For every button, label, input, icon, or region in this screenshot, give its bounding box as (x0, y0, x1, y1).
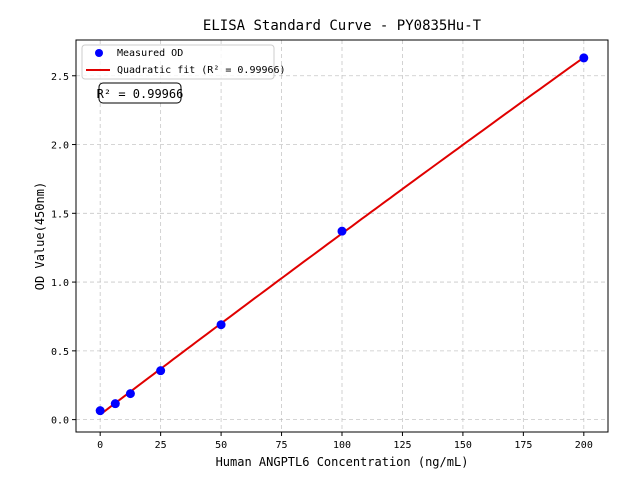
x-tick-label: 25 (155, 440, 167, 451)
data-point (337, 226, 347, 236)
plot-frame (75, 39, 609, 433)
y-tick-label: 2.0 (51, 141, 69, 152)
y-tick-label: 1.0 (51, 278, 69, 289)
r2-annotation: R² = 0.99966 (97, 82, 184, 104)
data-point (95, 406, 105, 416)
data-point (110, 399, 120, 409)
data-point (579, 53, 589, 63)
x-tick-label: 150 (454, 440, 472, 451)
legend-label-fit: Quadratic fit (R² = 0.99966) (117, 65, 286, 76)
x-tick-label: 125 (393, 440, 411, 451)
r2-annotation-text: R² = 0.99966 (97, 87, 184, 101)
x-axis-label: Human ANGPTL6 Concentration (ng/mL) (216, 455, 469, 469)
ticks: 0 25 50 75 100 125 150 175 200 0.0 0.5 1.0 1.5 2.0 2.5 (51, 72, 593, 451)
y-tick-label: 0.5 (51, 347, 69, 358)
x-tick-label: 100 (333, 440, 351, 451)
y-tick-label: 2.5 (51, 72, 69, 83)
x-tick-label: 175 (514, 440, 532, 451)
y-tick-label: 1.5 (51, 209, 69, 220)
legend: Measured OD Quadratic fit (R² = 0.99966) (81, 44, 286, 80)
data-point (125, 389, 135, 399)
y-tick-label: 0.0 (51, 416, 69, 427)
x-tick-label: 200 (575, 440, 593, 451)
grid (76, 40, 608, 432)
data-point (216, 320, 226, 330)
legend-label-measured: Measured OD (117, 48, 183, 59)
x-tick-label: 50 (215, 440, 227, 451)
x-tick-label: 0 (97, 440, 103, 451)
chart-title: ELISA Standard Curve - PY0835Hu-T (203, 18, 482, 34)
legend-marker-measured (95, 49, 103, 57)
marks (95, 53, 589, 416)
data-point (156, 366, 166, 376)
y-axis-label: OD Value(450nm) (33, 182, 47, 290)
x-tick-label: 75 (276, 440, 288, 451)
